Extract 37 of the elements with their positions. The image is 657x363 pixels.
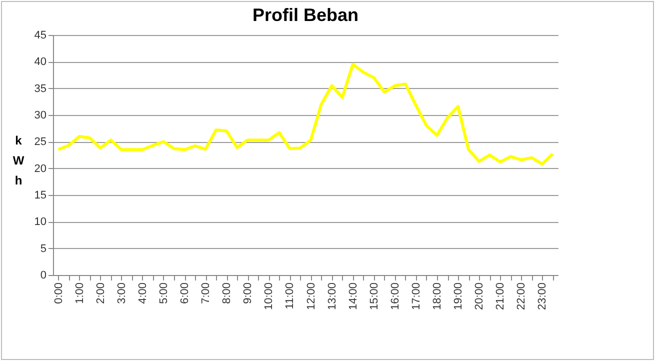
x-tick-label: 21:00 [494, 282, 507, 310]
y-tick-label: 40 [34, 56, 46, 68]
line-series [56, 62, 554, 166]
y-tick-label: 30 [34, 110, 46, 122]
x-tick-label: 16:00 [389, 282, 402, 310]
y-tick-label: 25 [34, 136, 46, 148]
x-tick-label: 4:00 [136, 282, 149, 304]
x-tick-label: 12:00 [305, 282, 318, 310]
x-tick-label: 0:00 [52, 282, 65, 304]
y-tick-label: 35 [34, 82, 46, 95]
x-tick-label: 10:00 [263, 282, 276, 310]
y-tick-label: 45 [34, 30, 46, 42]
x-tick-label: 5:00 [158, 282, 170, 304]
x-tick-label: 14:00 [347, 282, 360, 310]
x-tick-label: 23:00 [536, 282, 549, 310]
chart-title: Profil Beban [252, 5, 359, 25]
y-tick-label: 15 [34, 190, 46, 202]
x-tick-label: 3:00 [116, 282, 128, 304]
x-tick-label: 15:00 [368, 282, 380, 310]
x-tick-label: 20:00 [474, 282, 486, 310]
x-tick-label: 1:00 [74, 282, 86, 304]
x-tick-label: 11:00 [284, 282, 296, 310]
x-tick-label: 13:00 [326, 282, 338, 310]
y-tick-label: 5 [40, 242, 46, 255]
x-tick-label: 7:00 [200, 282, 212, 304]
y-axis-title: kWh [12, 134, 25, 188]
y-tick-label: 0 [40, 270, 46, 282]
x-tick-label: 17:00 [410, 282, 422, 310]
x-tick-label: 9:00 [242, 282, 254, 304]
x-tick-label: 6:00 [179, 282, 192, 304]
y-tick-label: 20 [34, 162, 46, 175]
x-tick-label: 22:00 [516, 282, 528, 310]
y-tick-label: 10 [34, 216, 46, 228]
x-tick-label: 19:00 [452, 282, 465, 310]
x-tick-label: 18:00 [432, 282, 444, 310]
x-tick-label: 8:00 [221, 282, 234, 304]
x-tick-label: 2:00 [94, 282, 107, 304]
